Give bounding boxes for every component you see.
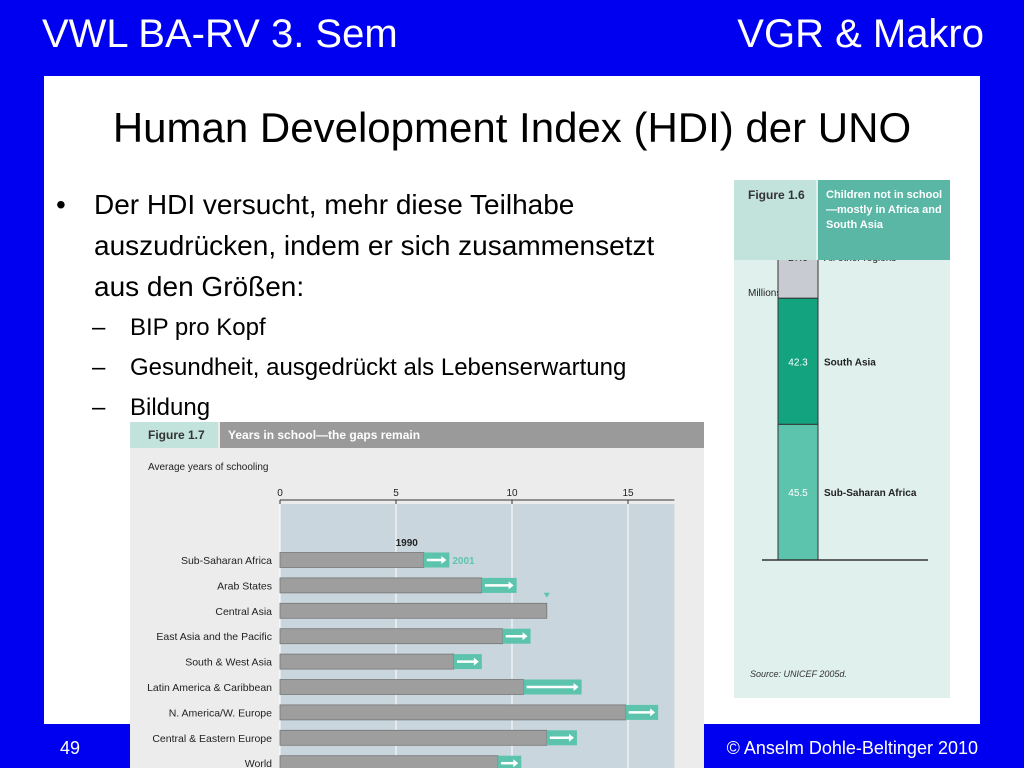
increase-arrow-head [522, 632, 528, 641]
series-label-2001: 2001 [452, 556, 475, 567]
figure-1-6-title: Children not in school—mostly in Africa … [826, 189, 943, 231]
segment-value-label: 27.6 [788, 260, 808, 264]
figure-1-7: Figure 1.7 Years in school—the gaps rema… [130, 422, 704, 768]
increase-arrow-head [473, 657, 479, 666]
segment-category-label: Sub-Saharan Africa [824, 488, 917, 499]
bar-1990 [279, 653, 455, 670]
category-label: Arab States [217, 580, 272, 592]
horizontal-bar-chart: Average years of schooling 0 5 10 15 Sub-Saha… [147, 462, 675, 768]
bar-1990 [279, 577, 483, 594]
subitem-text: Gesundheit, ausgedrückt als Lebenserwart… [130, 354, 627, 381]
category-label: South & West Asia [185, 657, 272, 669]
figure-1-6-title-box: Children not in school—mostly in Africa … [818, 180, 950, 260]
page-number: 49 [60, 738, 81, 758]
stacked-bar-segment [777, 260, 819, 299]
bullet-mark: • [56, 189, 66, 220]
bar-1990 [279, 628, 504, 645]
source-note: Source: UNICEF 2005d. [750, 669, 847, 679]
segment-category-label: All other regions [824, 260, 896, 264]
bar-1990 [279, 729, 548, 746]
stacked-bar-segment [777, 423, 819, 561]
category-label: East Asia and the Pacific [156, 631, 272, 643]
increase-arrow-head [650, 708, 656, 717]
figure-1-6-label: Figure 1.6 [748, 188, 805, 202]
increase-arrow-head [441, 556, 447, 564]
stacked-bar-chart: Millions, 200127.6All other regions42.3S… [748, 260, 928, 679]
figure-1-6: Figure 1.6 Children not in school—mostly… [734, 180, 950, 698]
bar-2001-increment [498, 755, 522, 768]
x-tick-label: 5 [393, 488, 399, 499]
header-course-title: VWL BA-RV 3. Sem [42, 12, 398, 56]
increase-arrow-head [508, 581, 514, 590]
subitem-text: Bildung [130, 394, 211, 421]
increase-arrow-head [513, 759, 519, 768]
category-label: Latin America & Caribbean [147, 682, 272, 694]
segment-category-label: South Asia [824, 357, 876, 368]
figure-1-7-title: Years in school—the gaps remain [228, 428, 421, 442]
segment-value-label: 45.5 [788, 488, 808, 499]
figure-1-7-label-box: Figure 1.7 [130, 422, 218, 448]
stacked-bar-segment [777, 297, 819, 425]
figure-1-7-label: Figure 1.7 [148, 428, 205, 442]
increase-arrow-head [568, 733, 574, 742]
footer-copyright: © Anselm Dohle-Beltinger 2010 [726, 738, 978, 758]
bar-1990 [279, 552, 425, 568]
increase-arrow-head [573, 683, 579, 691]
slide-title: Human Development Index (HDI) der UNO [112, 104, 912, 151]
no-change-marker [543, 592, 550, 598]
bar-1990 [279, 602, 548, 619]
x-tick-label: 15 [622, 488, 634, 499]
header-topic: VGR & Makro [737, 12, 984, 56]
x-tick-label: 10 [506, 488, 518, 499]
category-label: World [245, 758, 272, 768]
bullet-point: • Der HDI versucht, mehr diese Teilhabe … [56, 184, 706, 307]
series-label-1990: 1990 [396, 538, 419, 549]
figure-1-7-title-box: Years in school—the gaps remain [220, 422, 704, 448]
category-label: Sub-Saharan Africa [181, 555, 272, 567]
category-label: Central Asia [215, 606, 272, 618]
bar-1990 [279, 755, 499, 768]
bar-1990 [279, 679, 525, 695]
bullet-text: Der HDI versucht, mehr diese Teilhabe au… [94, 189, 655, 302]
category-label: N. America/W. Europe [169, 707, 272, 719]
figure-1-6-label-box: Figure 1.6 [734, 180, 816, 260]
x-axis-title: Average years of schooling [148, 462, 268, 473]
bar-1990 [279, 704, 627, 721]
subitem-text: BIP pro Kopf [130, 314, 266, 341]
category-label: Central & Eastern Europe [152, 733, 272, 745]
x-tick-label: 0 [277, 488, 283, 499]
segment-value-label: 42.3 [788, 357, 808, 368]
